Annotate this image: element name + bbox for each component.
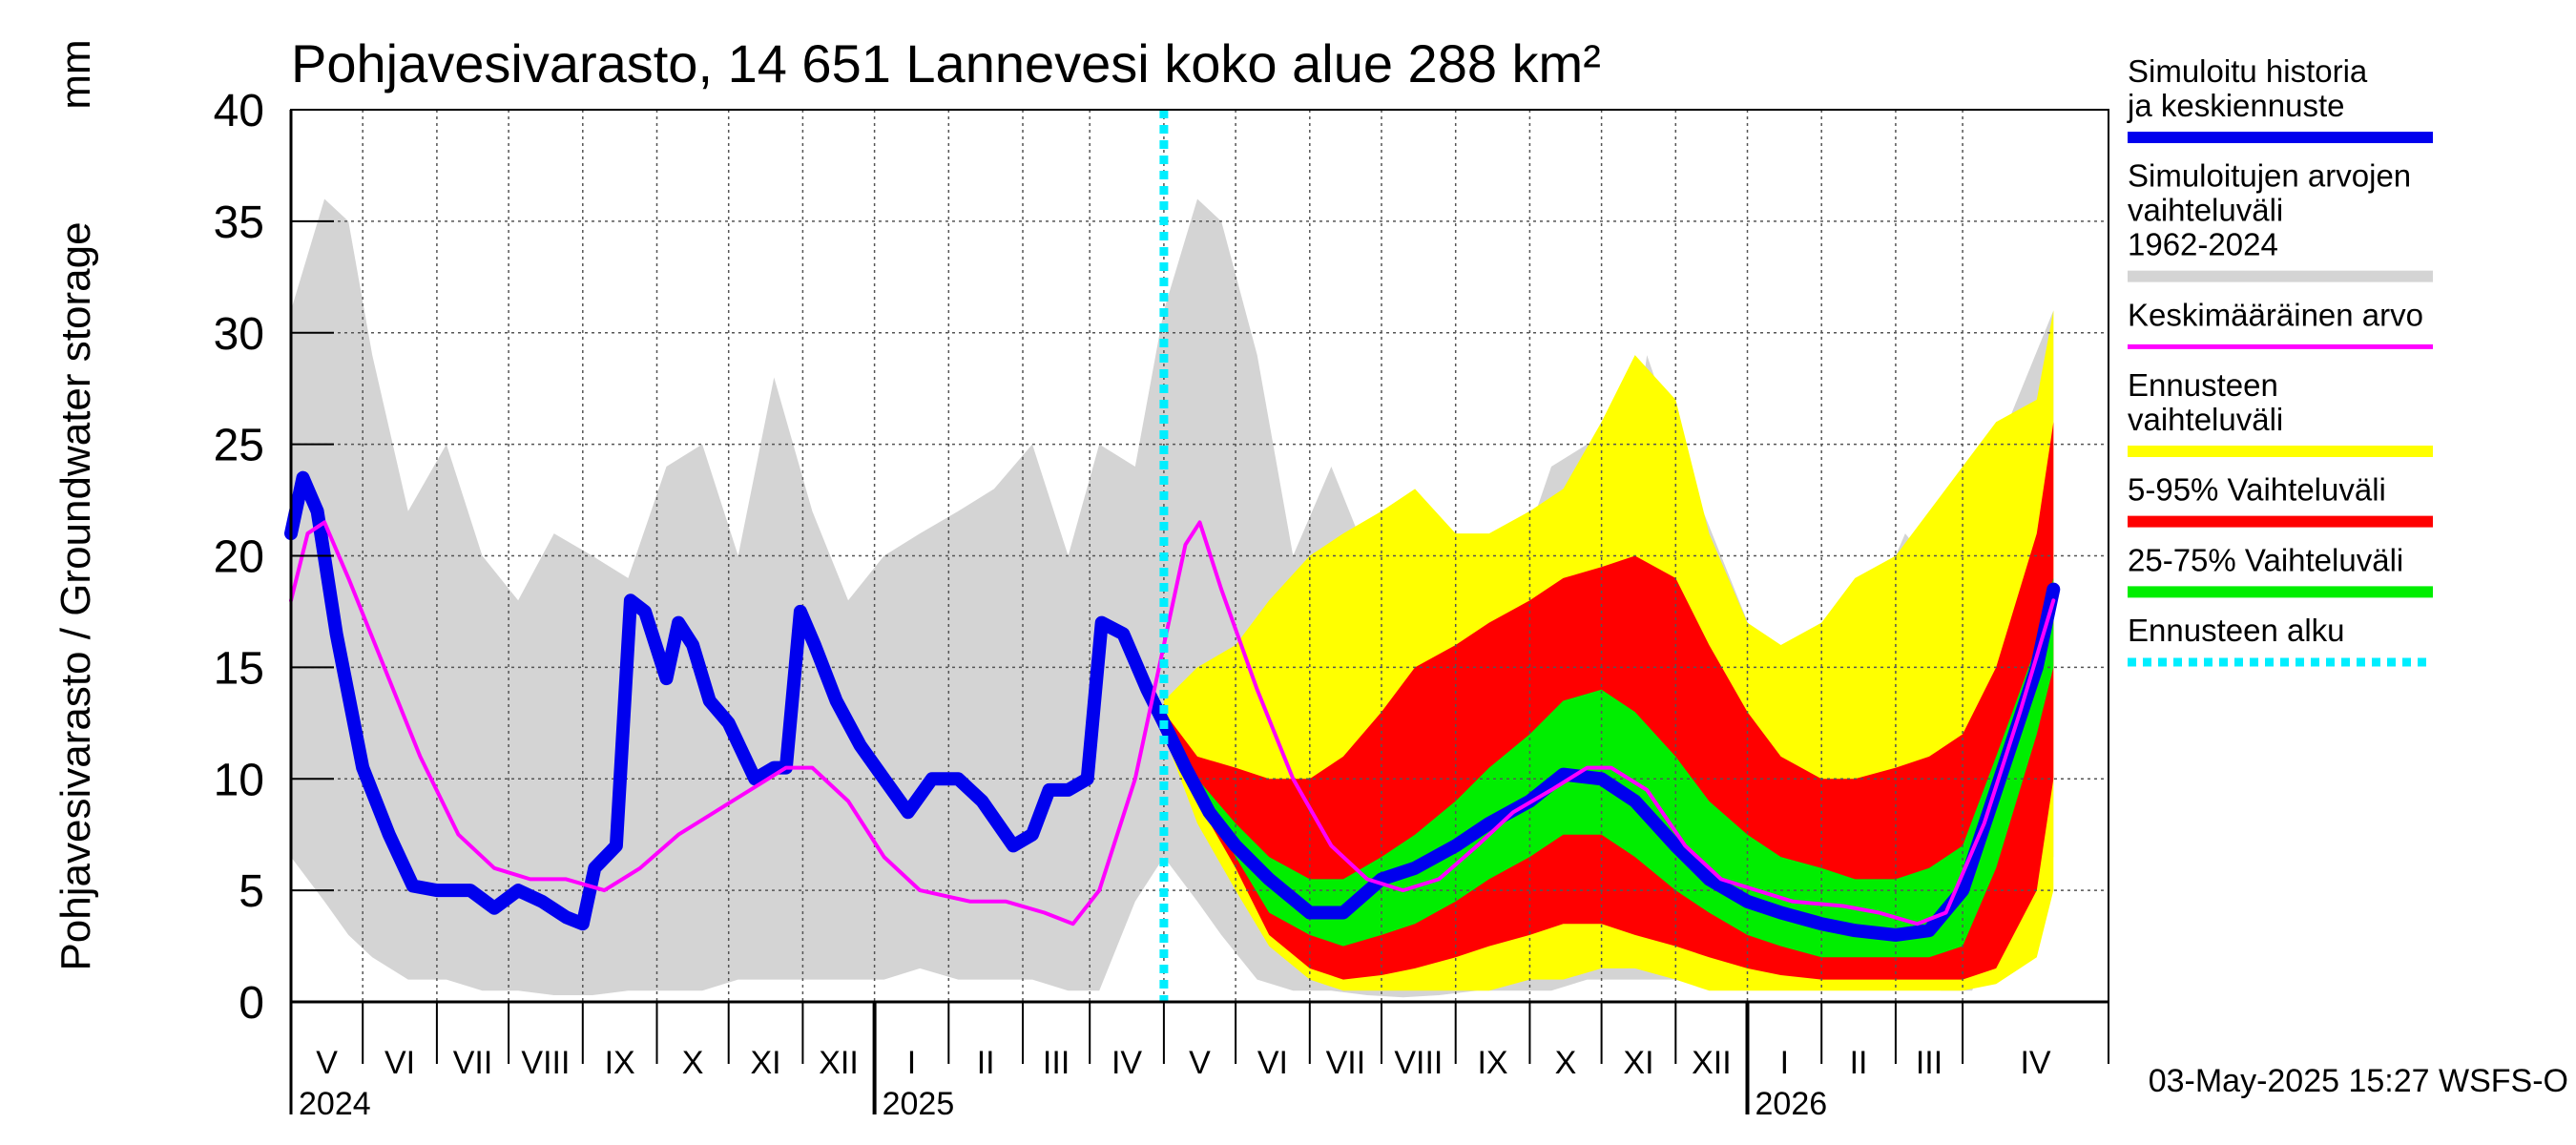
month-label: II xyxy=(1850,1045,1868,1081)
month-label: XI xyxy=(1623,1045,1653,1081)
month-label: XII xyxy=(1692,1045,1732,1081)
legend-label: Simuloitu historia xyxy=(2128,53,2368,89)
month-label: II xyxy=(977,1045,995,1081)
legend-label: 25-75% Vaihteluväli xyxy=(2128,542,2403,577)
timestamp-footer: 03-May-2025 15:27 WSFS-O xyxy=(2149,1063,2568,1099)
month-label: III xyxy=(1043,1045,1070,1081)
y-tick-label: 20 xyxy=(214,532,264,583)
legend-label: 1962-2024 xyxy=(2128,227,2278,262)
month-label: I xyxy=(907,1045,916,1081)
year-label: 2025 xyxy=(883,1086,955,1122)
month-label: IX xyxy=(605,1045,635,1081)
chart-title: Pohjavesivarasto, 14 651 Lannevesi koko … xyxy=(291,33,1601,94)
legend-label: vaihteluväli xyxy=(2128,402,2283,437)
legend-label: vaihteluväli xyxy=(2128,193,2283,228)
month-label: VIII xyxy=(1394,1045,1443,1081)
legend-item-5-95-vaihteluv-li: 5-95% Vaihteluväli xyxy=(2128,472,2433,528)
legend-item-25-75-vaihteluv-li: 25-75% Vaihteluväli xyxy=(2128,542,2433,598)
legend-item-ennusteen-alku: Ennusteen alku xyxy=(2128,613,2433,667)
legend-label: Simuloitujen arvojen xyxy=(2128,158,2411,194)
y-tick-label: 25 xyxy=(214,421,264,471)
month-label: IV xyxy=(2020,1045,2050,1081)
month-label: X xyxy=(1555,1045,1577,1081)
y-axis-label: Pohjavesivarasto / Groundwater storage xyxy=(52,221,99,970)
month-label: XII xyxy=(819,1045,859,1081)
month-label: VI xyxy=(384,1045,415,1081)
legend-label: 5-95% Vaihteluväli xyxy=(2128,472,2386,508)
y-tick-label: 5 xyxy=(239,866,264,917)
month-label: VIII xyxy=(521,1045,570,1081)
legend-item-keskim-r-inen-arvo: Keskimääräinen arvo xyxy=(2128,297,2433,349)
month-label: III xyxy=(1916,1045,1942,1081)
y-tick-label: 0 xyxy=(239,978,264,1029)
month-label: IX xyxy=(1477,1045,1507,1081)
y-tick-label: 35 xyxy=(214,198,264,248)
month-label: V xyxy=(316,1045,338,1081)
y-tick-label: 15 xyxy=(214,643,264,694)
y-tick-label: 10 xyxy=(214,755,264,805)
legend-label: Keskimääräinen arvo xyxy=(2128,297,2423,332)
legend-label: ja keskiennuste xyxy=(2127,88,2344,123)
year-label: 2026 xyxy=(1755,1086,1828,1122)
month-label: XI xyxy=(750,1045,780,1081)
series-simuloitu-historia-ja-keskiennuste xyxy=(284,470,2061,942)
y-unit-label: mm xyxy=(52,39,99,109)
month-label: V xyxy=(1189,1045,1211,1081)
lines-layer xyxy=(284,110,2061,1002)
month-label: X xyxy=(682,1045,704,1081)
month-label: VII xyxy=(453,1045,493,1081)
month-label: I xyxy=(1780,1045,1789,1081)
y-tick-label: 30 xyxy=(214,309,264,360)
year-label: 2024 xyxy=(299,1086,371,1122)
month-label: VI xyxy=(1257,1045,1288,1081)
month-label: VII xyxy=(1326,1045,1366,1081)
y-tick-label: 40 xyxy=(214,86,264,136)
legend-label: Ennusteen alku xyxy=(2128,613,2345,648)
legend-label: Ennusteen xyxy=(2128,367,2278,403)
month-label: IV xyxy=(1111,1045,1142,1081)
legend-item-simuloitujen-arvojen-vaihteluv-li-1962-2024: Simuloitujen arvojenvaihteluväli1962-202… xyxy=(2128,158,2433,282)
